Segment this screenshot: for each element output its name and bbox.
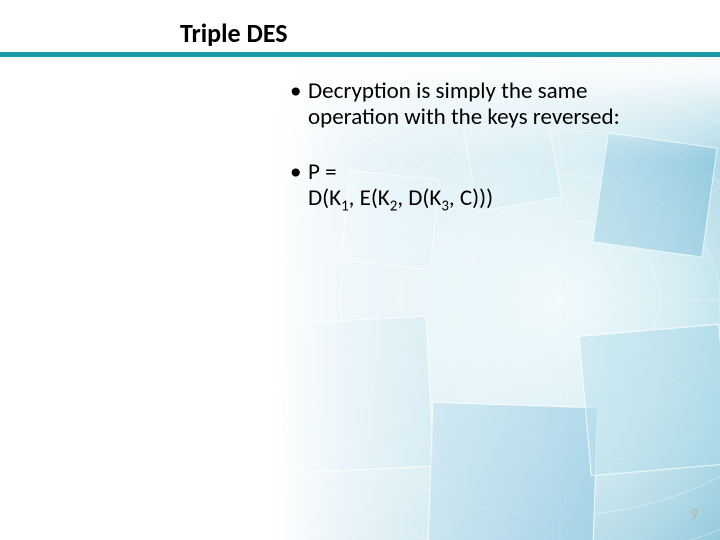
bullet-text: Decryption is simply the same operation … — [308, 78, 630, 131]
title-underline — [0, 52, 720, 57]
page-number: 9 — [690, 506, 698, 524]
slide-title: Triple DES — [180, 17, 288, 49]
bullet-item: • P = D(K1, E(K2, D(K3, C))) — [290, 159, 630, 216]
slide-body: • Decryption is simply the same operatio… — [290, 78, 630, 244]
formula-line2: D(K1, E(K2, D(K3, C))) — [308, 184, 493, 212]
bullet-item: • Decryption is simply the same operatio… — [290, 78, 630, 131]
formula-line1: P = — [308, 158, 337, 186]
bullet-marker: • — [290, 159, 308, 216]
bullet-text: P = D(K1, E(K2, D(K3, C))) — [308, 159, 493, 216]
bullet-marker: • — [290, 78, 308, 131]
slide: Triple DES • Decryption is simply the sa… — [0, 0, 720, 540]
